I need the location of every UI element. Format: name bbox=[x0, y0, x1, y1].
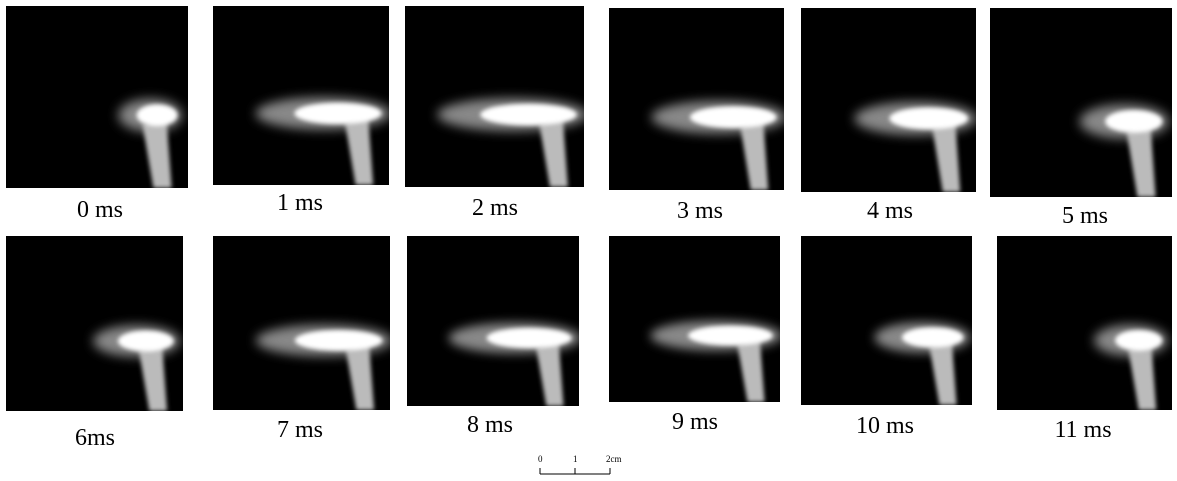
frame-label: 6ms bbox=[74, 425, 116, 451]
frame-label: 2 ms bbox=[471, 195, 519, 221]
frame-image bbox=[213, 6, 389, 185]
frame-label: 11 ms bbox=[1054, 417, 1112, 443]
frame-image bbox=[997, 236, 1172, 410]
frame-label: 9 ms bbox=[671, 409, 719, 435]
scale-label: 0 bbox=[538, 454, 543, 464]
frame-label: 4 ms bbox=[866, 198, 914, 224]
frame-image bbox=[609, 236, 780, 402]
frame-label: 3 ms bbox=[676, 198, 724, 224]
frame-label: 1 ms bbox=[276, 190, 324, 216]
frame-image bbox=[407, 236, 579, 406]
frame-image bbox=[801, 236, 972, 405]
frame-image bbox=[609, 8, 784, 190]
frame-label: 0 ms bbox=[76, 197, 124, 223]
frame-label: 8 ms bbox=[466, 412, 514, 438]
scale-label: 1 bbox=[573, 454, 578, 464]
frame-label: 5 ms bbox=[1061, 203, 1109, 229]
frame-image bbox=[213, 236, 390, 410]
frame-image bbox=[6, 6, 188, 188]
frame-image bbox=[6, 236, 183, 411]
frame-image bbox=[990, 8, 1172, 197]
frame-label: 10 ms bbox=[855, 413, 915, 439]
frame-label: 7 ms bbox=[276, 417, 324, 443]
frame-image bbox=[405, 6, 584, 187]
frame-image bbox=[801, 8, 976, 192]
scale-label: 2cm bbox=[606, 454, 622, 464]
scale-bar bbox=[539, 468, 611, 475]
